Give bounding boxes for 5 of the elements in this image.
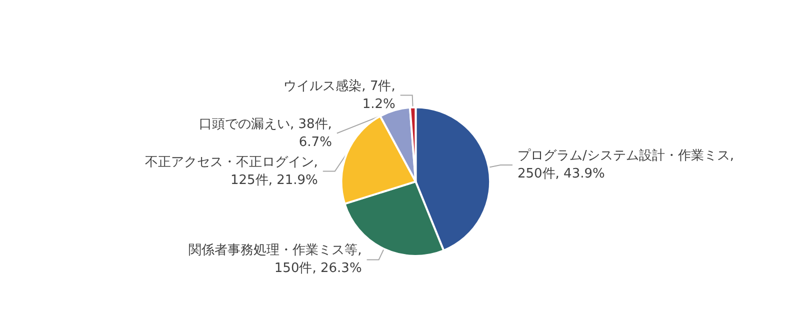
slice-label: 不正アクセス・不正ログイン, 125件, 21.9%: [144, 154, 318, 188]
slice-label: 口頭での漏えい, 38件, 6.7%: [198, 116, 332, 150]
slice-label: プログラム/システム設計・作業ミス, 250件, 43.9%: [517, 148, 734, 182]
slice-label: 関係者事務処理・作業ミス等, 150件, 26.3%: [188, 243, 362, 276]
slice-label: ウイルス感染, 7件, 1.2%: [284, 78, 396, 112]
